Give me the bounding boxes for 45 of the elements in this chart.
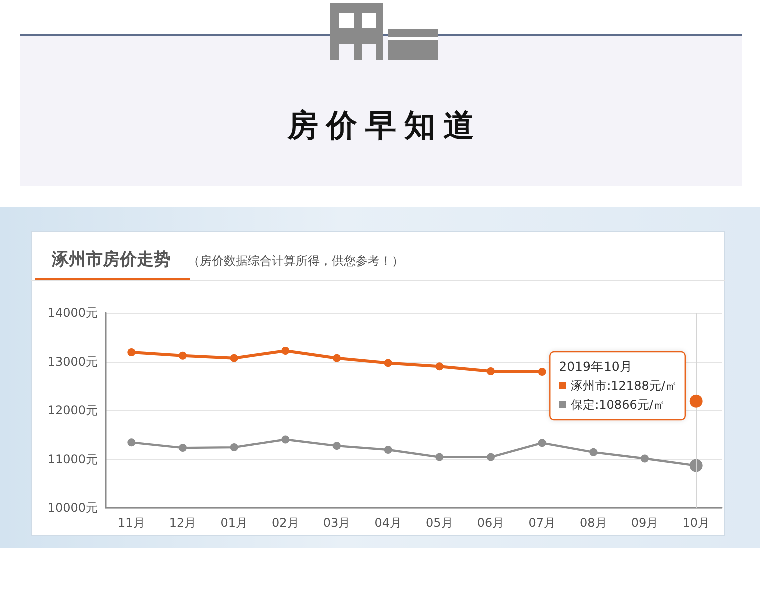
point: [641, 454, 649, 463]
x-tick-label: 11月: [118, 516, 146, 530]
point: [333, 442, 341, 450]
legend-title: 2019年10月: [559, 359, 633, 374]
point: [590, 448, 598, 456]
chart-subtitle: 涿州市房价走势: [52, 249, 171, 271]
point: [282, 347, 290, 356]
x-tick-label: 05月: [426, 516, 454, 530]
point: [128, 348, 136, 356]
point: [384, 359, 392, 368]
x-tick-label: 01月: [220, 516, 248, 530]
point: [436, 453, 444, 462]
point: [487, 453, 495, 462]
point: [333, 354, 341, 362]
point: [384, 446, 392, 454]
point: [230, 354, 238, 362]
y-tick-label: 12000元: [48, 404, 98, 418]
point: [179, 352, 187, 360]
point: [179, 444, 187, 452]
point: [538, 439, 546, 448]
legend-label: 保定:: [571, 398, 600, 412]
point: [436, 362, 444, 371]
x-tick-label: 02月: [272, 516, 300, 530]
x-tick-label: 07月: [528, 516, 556, 530]
point: [538, 368, 546, 376]
point: [487, 368, 495, 376]
annotation: 12188元/㎡: [611, 379, 678, 393]
y-tick-label: 14000元: [48, 306, 98, 320]
point: [282, 436, 290, 444]
y-tick-label: 10000元: [48, 501, 98, 515]
x-tick-label: 04月: [374, 516, 402, 530]
chart-title: 房价早知道: [286, 107, 484, 146]
point: [128, 438, 136, 447]
point: [230, 444, 238, 452]
x-tick-label: 12月: [169, 516, 197, 530]
x-tick-label: 06月: [477, 516, 505, 530]
x-tick-label: 09月: [631, 516, 659, 530]
legend-label: 涿州市:: [571, 379, 612, 393]
y-tick-label: 11000元: [48, 452, 98, 466]
text: （房价数据综合计算所得，供您参考！）: [188, 253, 404, 269]
annotation: 10866元/㎡: [599, 398, 666, 412]
x-tick-label: 03月: [323, 516, 351, 530]
x-tick-label: 08月: [580, 516, 608, 530]
x-tick-label: 10月: [682, 516, 710, 530]
y-tick-label: 13000元: [48, 354, 98, 369]
